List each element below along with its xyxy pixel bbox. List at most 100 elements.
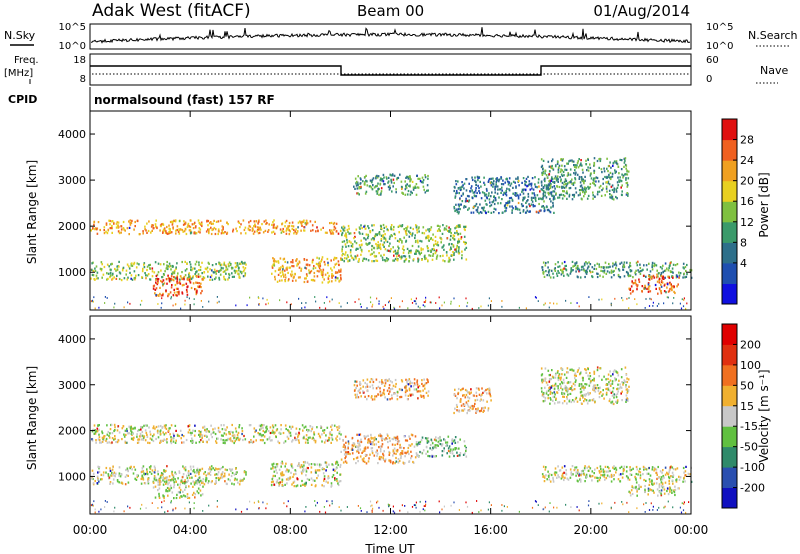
heatmap-cell (201, 272, 203, 275)
heatmap-cell (381, 381, 383, 384)
heatmap-cell (490, 211, 493, 214)
colorbar-segment (722, 139, 737, 161)
heatmap-cell (337, 483, 340, 487)
heatmap-cell (190, 269, 193, 272)
heatmap-cell (393, 452, 395, 455)
heatmap-cell (296, 264, 298, 267)
heatmap-cell (286, 301, 288, 304)
heatmap-cell (162, 283, 164, 286)
heatmap-cell (418, 390, 420, 393)
heatmap-cell (653, 276, 655, 279)
heatmap-cell (575, 379, 577, 382)
heatmap-cell (299, 466, 302, 469)
heatmap-cell (93, 424, 96, 427)
heatmap-cell (110, 268, 112, 271)
heatmap-cell (198, 476, 201, 479)
heatmap-cell (545, 196, 548, 199)
heatmap-cell (540, 180, 543, 183)
heatmap-cell (408, 255, 411, 258)
heatmap-cell (177, 230, 180, 233)
heatmap-cell (201, 434, 204, 437)
heatmap-cell (545, 174, 548, 177)
heatmap-cell (177, 272, 179, 275)
heatmap-cell (150, 231, 152, 234)
heatmap-cell (323, 278, 325, 281)
heatmap-cell (358, 443, 361, 446)
heatmap-cell (364, 453, 367, 456)
heatmap-cell (518, 208, 521, 211)
heatmap-cell (492, 177, 494, 180)
heatmap-cell (321, 433, 323, 436)
heatmap-cell (357, 450, 359, 453)
heatmap-cell (425, 299, 427, 302)
heatmap-cell (347, 451, 350, 454)
heatmap-cell (167, 265, 170, 268)
heatmap-cell (193, 303, 195, 306)
freq-tick-top: 18 (73, 55, 86, 66)
heatmap-cell (291, 440, 293, 443)
heatmap-cell (541, 164, 544, 167)
heatmap-cell (181, 441, 183, 444)
heatmap-cell (195, 225, 197, 228)
heatmap-cell (651, 276, 653, 279)
heatmap-cell (381, 439, 383, 442)
heatmap-cell (371, 224, 373, 227)
heatmap-cell (151, 469, 154, 472)
heatmap-cell (128, 432, 130, 435)
heatmap-cell (179, 483, 182, 486)
heatmap-cell (546, 274, 548, 277)
heatmap-cell (331, 274, 333, 277)
heatmap-cell (475, 202, 478, 206)
heatmap-cell (448, 229, 450, 233)
heatmap-cell (455, 248, 457, 251)
heatmap-cell (469, 406, 472, 409)
heatmap-cell (287, 478, 290, 481)
heatmap-cell (435, 302, 437, 304)
heatmap-cell (225, 272, 227, 275)
heatmap-cell (324, 439, 327, 442)
heatmap-cell (531, 187, 533, 190)
heatmap-cell (574, 173, 577, 176)
heatmap-cell (534, 185, 537, 188)
heatmap-cell (407, 307, 409, 310)
heatmap-cell (379, 458, 382, 461)
heatmap-cell (388, 392, 390, 395)
heatmap-cell (344, 257, 346, 260)
heatmap-cell (151, 267, 154, 270)
heatmap-cell (304, 306, 306, 309)
heatmap-cell (489, 181, 492, 184)
heatmap-cell (378, 380, 381, 384)
heatmap-cell (383, 450, 385, 453)
heatmap-cell (468, 391, 470, 394)
heatmap-cell (422, 179, 425, 182)
heatmap-cell (465, 449, 467, 453)
heatmap-cell (599, 157, 601, 160)
heatmap-cell (355, 257, 357, 260)
heatmap-cell (414, 383, 416, 386)
heatmap-cell (373, 186, 376, 189)
heatmap-cell (117, 226, 120, 229)
heatmap-cell (297, 439, 300, 442)
heatmap-cell (577, 264, 579, 268)
heatmap-cell (290, 463, 292, 466)
heatmap-cell (324, 263, 326, 266)
heatmap-cell (527, 199, 529, 202)
heatmap-cell (91, 477, 93, 480)
heatmap-cell (526, 200, 528, 203)
heatmap-cell (376, 247, 379, 250)
heatmap-cell (380, 234, 383, 237)
heatmap-cell (359, 227, 361, 230)
heatmap-cell (158, 492, 160, 495)
heatmap-cell (422, 394, 425, 398)
heatmap-cell (382, 234, 384, 237)
heatmap-cell (463, 403, 466, 406)
heatmap-cell (94, 479, 96, 483)
heatmap-cell (208, 468, 210, 471)
heatmap-cell (420, 247, 422, 250)
heatmap-cell (454, 196, 456, 199)
heatmap-cell (388, 437, 391, 440)
heatmap-cell (603, 167, 605, 170)
heatmap-cell (413, 382, 416, 385)
heatmap-cell (204, 478, 207, 482)
heatmap-cell (637, 269, 639, 272)
